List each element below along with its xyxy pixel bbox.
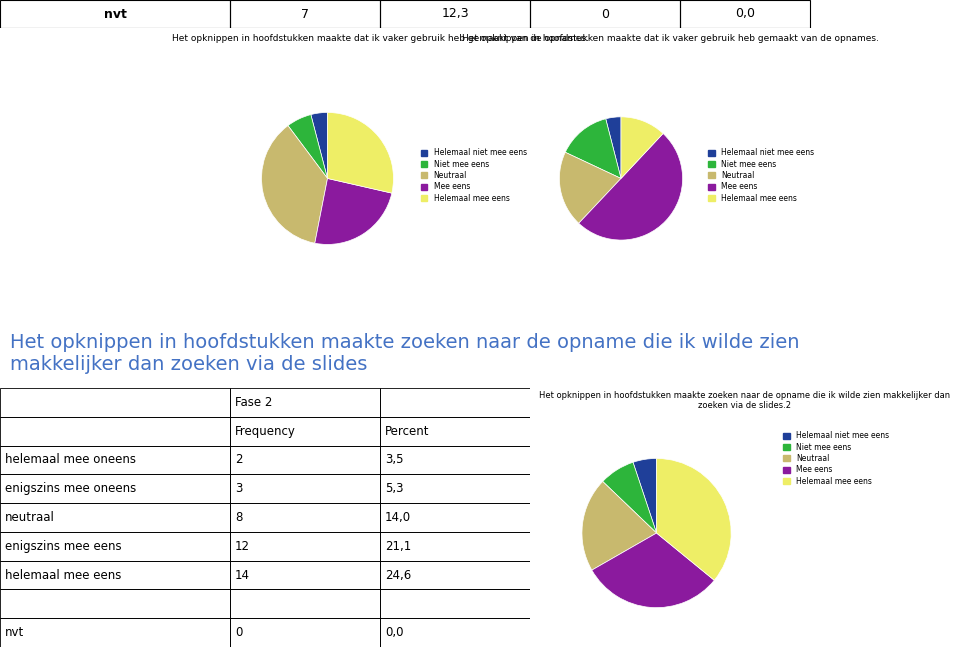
Text: nvt: nvt — [104, 8, 127, 21]
Bar — [0, 446, 230, 474]
Text: 0: 0 — [601, 8, 609, 21]
Text: 7: 7 — [301, 8, 309, 21]
Text: 12: 12 — [235, 540, 250, 553]
Bar — [230, 474, 380, 503]
Bar — [380, 532, 530, 561]
Text: 3: 3 — [235, 482, 243, 495]
Bar — [0, 561, 230, 589]
Bar — [230, 0, 380, 28]
Text: 14,0: 14,0 — [385, 511, 411, 524]
Bar — [380, 417, 530, 446]
Text: 2: 2 — [235, 454, 243, 466]
Bar — [380, 0, 530, 28]
Text: Het opknippen in hoofdstukken maakte dat ik vaker gebruik heb gemaakt van de opn: Het opknippen in hoofdstukken maakte dat… — [172, 34, 589, 43]
Bar — [230, 417, 380, 446]
Text: Frequency: Frequency — [235, 424, 296, 437]
Text: 8: 8 — [235, 511, 243, 524]
Bar — [680, 0, 810, 28]
Text: 14: 14 — [235, 569, 250, 582]
Text: 0,0: 0,0 — [735, 8, 755, 21]
Bar — [230, 619, 380, 647]
Bar — [0, 388, 230, 417]
Text: 21,1: 21,1 — [385, 540, 411, 553]
Bar — [0, 619, 230, 647]
Text: enigszins mee oneens: enigszins mee oneens — [5, 482, 136, 495]
Bar — [380, 446, 530, 474]
Bar — [380, 589, 530, 619]
Bar — [530, 0, 680, 28]
Bar — [230, 532, 380, 561]
Bar — [0, 503, 230, 532]
Text: 12,3: 12,3 — [441, 8, 469, 21]
Bar — [230, 446, 380, 474]
Text: 5,3: 5,3 — [385, 482, 404, 495]
Bar — [380, 503, 530, 532]
Text: Het opknippen in hoofdstukken maakte zoeken naar de opname die ik wilde zien
mak: Het opknippen in hoofdstukken maakte zoe… — [10, 333, 799, 374]
Text: Het opknippen in hoofdstukken maakte dat ik vaker gebruik heb gemaakt van de opn: Het opknippen in hoofdstukken maakte dat… — [461, 34, 878, 43]
Bar — [380, 561, 530, 589]
Text: Percent: Percent — [385, 424, 430, 437]
Bar — [0, 417, 230, 446]
Bar — [230, 589, 380, 619]
Text: 3,5: 3,5 — [385, 454, 404, 466]
Bar — [0, 532, 230, 561]
Bar — [230, 561, 380, 589]
Text: 0,0: 0,0 — [385, 626, 404, 639]
Text: 24,6: 24,6 — [385, 569, 411, 582]
Bar — [380, 619, 530, 647]
Text: nvt: nvt — [5, 626, 24, 639]
Bar — [0, 589, 230, 619]
Text: helemaal mee oneens: helemaal mee oneens — [5, 454, 136, 466]
Bar — [230, 503, 380, 532]
Text: neutraal: neutraal — [5, 511, 55, 524]
Bar — [230, 388, 380, 417]
Bar — [380, 474, 530, 503]
Bar — [0, 0, 230, 28]
Text: helemaal mee eens: helemaal mee eens — [5, 569, 122, 582]
Text: Het opknippen in hoofdstukken maakte zoeken naar de opname die ik wilde zien mak: Het opknippen in hoofdstukken maakte zoe… — [539, 391, 950, 410]
Text: enigszins mee eens: enigszins mee eens — [5, 540, 122, 553]
Text: Fase 2: Fase 2 — [235, 396, 272, 409]
Bar — [380, 388, 530, 417]
Bar — [0, 474, 230, 503]
Text: 0: 0 — [235, 626, 243, 639]
